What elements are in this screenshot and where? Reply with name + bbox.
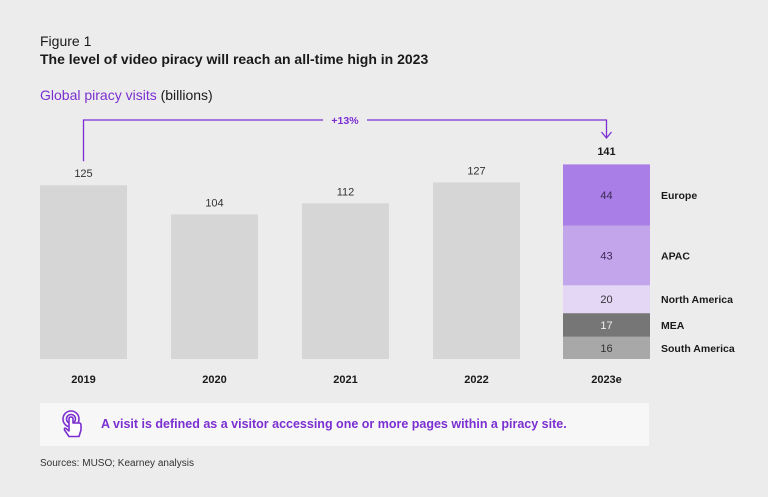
segment-label-mea: MEA <box>661 320 685 332</box>
tap-hand-icon <box>62 410 82 438</box>
note-text: A visit is defined as a visitor accessin… <box>101 417 567 431</box>
chart-title: The level of video piracy will reach an … <box>40 51 429 67</box>
x-tick-2019: 2019 <box>71 374 95 386</box>
x-tick-2020: 2020 <box>202 374 226 386</box>
growth-arrowhead-icon <box>601 131 612 140</box>
subtitle-accent: Global piracy visits <box>40 87 157 103</box>
definition-note: A visit is defined as a visitor accessin… <box>40 403 649 446</box>
bar-2021 <box>302 203 389 359</box>
figure-label: Figure 1 <box>40 33 92 49</box>
segment-label-europe: Europe <box>661 190 697 202</box>
value-label-2019: 125 <box>74 168 92 180</box>
segment-label-south-america: South America <box>661 343 735 355</box>
chart-subtitle: Global piracy visits (billions) <box>40 87 213 103</box>
bar-2022 <box>433 182 520 359</box>
segment-south-america <box>563 336 650 359</box>
total-label-2023e: 141 <box>597 146 615 158</box>
segment-value-apac: 43 <box>600 250 612 262</box>
segment-value-south-america: 16 <box>600 343 612 355</box>
subtitle-unit: (billions) <box>156 87 213 103</box>
bar-2020 <box>171 214 258 359</box>
bar-chart: 125 2019 104 2020 112 2021 127 2022 16 South Amer… <box>40 112 735 386</box>
x-tick-2021: 2021 <box>333 374 357 386</box>
segment-value-north-america: 20 <box>600 294 612 306</box>
segment-europe <box>563 164 650 226</box>
bar-2019 <box>40 185 127 359</box>
sources: Sources: MUSO; Kearney analysis <box>40 458 194 469</box>
value-label-2021: 112 <box>337 186 355 198</box>
growth-label-background <box>323 112 367 128</box>
segment-mea <box>563 313 650 337</box>
segment-value-europe: 44 <box>600 190 612 202</box>
segment-apac <box>563 225 650 286</box>
x-tick-2022: 2022 <box>464 374 488 386</box>
segment-label-apac: APAC <box>661 250 690 262</box>
growth-label: +13% <box>331 115 359 127</box>
x-tick-2023e: 2023e <box>591 374 622 386</box>
value-label-2022: 127 <box>467 165 485 177</box>
segment-label-north-america: North America <box>661 294 733 306</box>
segment-north-america <box>563 285 650 314</box>
segment-value-mea: 17 <box>600 320 612 332</box>
value-label-2020: 104 <box>205 197 223 209</box>
